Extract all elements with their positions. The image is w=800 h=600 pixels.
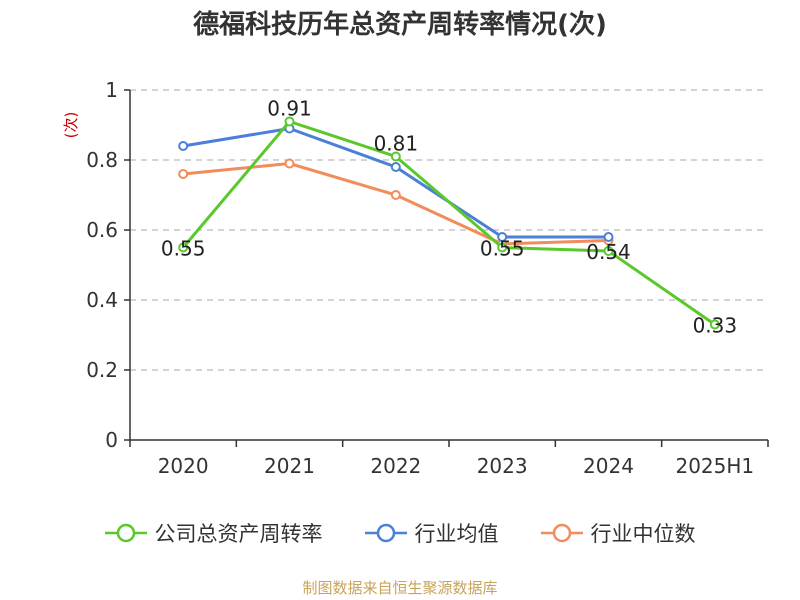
legend-label: 行业均值	[414, 522, 499, 546]
data-point	[390, 151, 401, 162]
data-point	[603, 232, 614, 242]
data-label: 0.81	[374, 132, 419, 156]
data-source-note: 制图数据来自恒生聚源数据库	[302, 579, 498, 597]
data-point	[178, 169, 189, 179]
y-tick-label: 0.4	[86, 288, 118, 312]
y-tick-label: 0.6	[86, 218, 118, 242]
y-tick-label: 1	[105, 78, 118, 102]
data-label: 0.33	[693, 314, 738, 338]
x-tick-label: 2020	[158, 454, 209, 478]
chart-title: 德福科技历年总资产周转率情况(次)	[193, 10, 607, 40]
data-label: 0.91	[267, 97, 312, 121]
x-tick-label: 2021	[264, 454, 315, 478]
legend-label: 公司总资产周转率	[154, 522, 323, 546]
series-line	[182, 120, 716, 326]
data-point	[178, 242, 189, 253]
y-tick-label: 0	[105, 428, 118, 452]
data-point	[497, 232, 508, 242]
y-tick-label: 0.2	[86, 358, 118, 382]
data-point	[603, 246, 614, 256]
data-point	[497, 242, 508, 253]
x-tick-label: 2023	[477, 454, 528, 478]
legend-item: 行业中位数	[540, 518, 696, 548]
legend-label: 行业中位数	[590, 522, 696, 546]
y-tick-label: 0.8	[86, 148, 118, 172]
data-label: 0.54	[586, 240, 631, 264]
data-point	[178, 141, 189, 151]
x-tick-label: 2022	[370, 454, 421, 478]
legend-swatch	[104, 523, 147, 543]
x-tick-label: 2024	[583, 454, 634, 478]
legend-item: 行业均值	[364, 518, 499, 548]
data-label: 0.55	[161, 237, 206, 261]
data-point	[709, 319, 720, 330]
data-point	[390, 190, 401, 200]
legend-swatch	[364, 523, 407, 543]
data-point	[284, 158, 295, 169]
chart-legend: 公司总资产周转率 行业均值 行业中位数	[0, 518, 800, 548]
y-axis-label: (次)	[62, 112, 80, 139]
x-tick-label: 2025H1	[675, 454, 754, 478]
data-label: 0.55	[480, 237, 525, 261]
data-point	[284, 116, 295, 127]
series-line	[183, 162, 609, 246]
data-point	[390, 162, 401, 172]
legend-swatch	[540, 523, 583, 543]
legend-item: 公司总资产周转率	[104, 518, 323, 548]
